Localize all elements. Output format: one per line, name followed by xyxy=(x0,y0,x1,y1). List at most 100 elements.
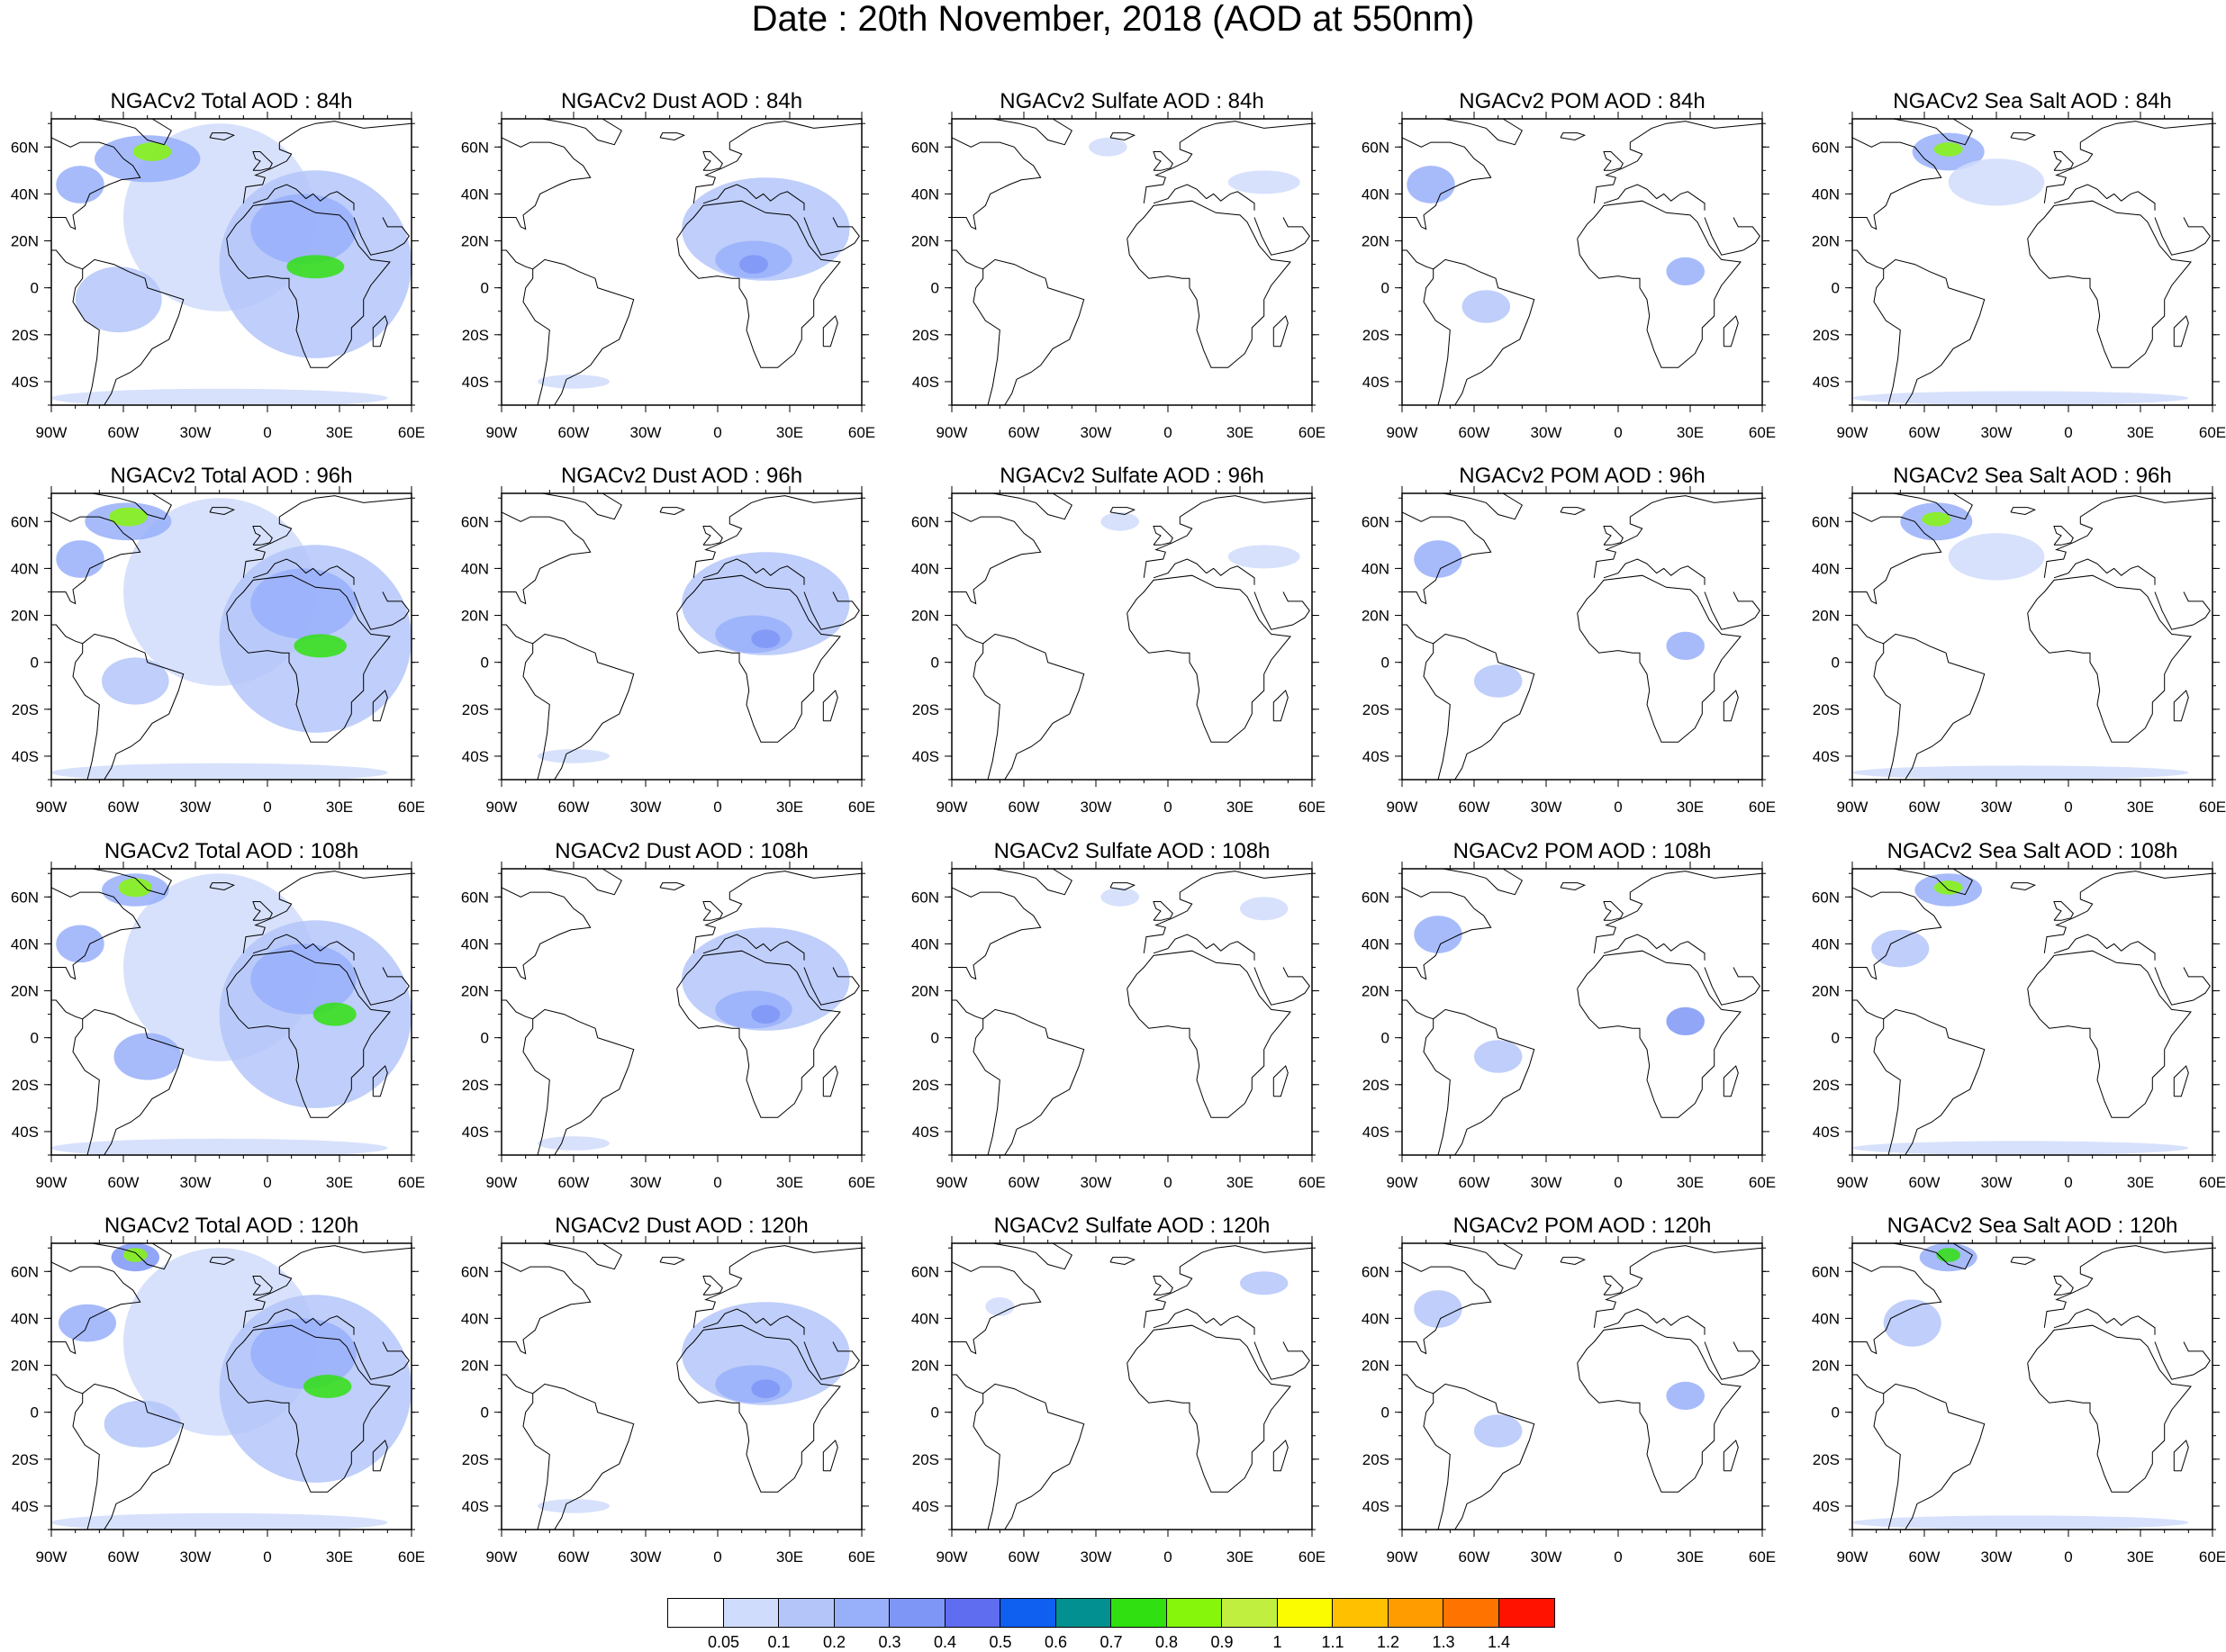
aod-patch xyxy=(1474,1414,1523,1448)
coastline xyxy=(1852,624,1884,645)
coastline xyxy=(209,507,236,516)
lat-tick-label: 40N xyxy=(461,1310,489,1327)
coastline xyxy=(822,1065,838,1097)
map-frame xyxy=(501,868,863,1156)
lat-tick-label: 60N xyxy=(911,1263,939,1280)
aod-field xyxy=(1852,1243,2189,1530)
lon-tick-label: 30E xyxy=(1226,1548,1253,1566)
aod-patch xyxy=(250,943,357,1015)
map-frame xyxy=(50,1242,412,1530)
aod-patch xyxy=(56,540,104,578)
map-frame xyxy=(1401,1242,1763,1530)
lat-tick-label: 0 xyxy=(481,1404,489,1422)
lon-tick-label: 60W xyxy=(1009,1174,1040,1191)
map-panel: NGACv2 Sea Salt AOD : 108h 60N 40N 20N 0 20S 4… xyxy=(1812,839,2226,1191)
lon-tick-label: 30E xyxy=(2127,424,2154,441)
coastline xyxy=(952,511,1042,605)
lon-tick-label: 30W xyxy=(1531,1548,1562,1566)
lat-tick-label: 20N xyxy=(1812,233,1840,250)
lon-tick-label: 0 xyxy=(2064,799,2072,816)
coastline xyxy=(1402,137,1492,230)
coastline xyxy=(1253,1341,1310,1380)
colorbar-swatch xyxy=(945,1599,1000,1627)
coastline xyxy=(353,967,410,1006)
coastlines xyxy=(1852,119,2212,405)
aod-patch xyxy=(1852,765,2189,780)
lon-tick-label: 30E xyxy=(326,1174,353,1191)
map-frame xyxy=(501,1242,863,1530)
colorbar-swatch xyxy=(779,1599,835,1627)
lat-tick-label: 0 xyxy=(1832,280,1840,297)
lat-tick-label: 40S xyxy=(1362,748,1389,765)
map-panel: NGACv2 Sulfate AOD : 96h 60N 40N 20N 0 20S 40S… xyxy=(911,464,1326,816)
coastline xyxy=(1109,507,1136,516)
panel-title: NGACv2 Total AOD : 108h xyxy=(104,839,358,863)
coastline xyxy=(1852,249,1884,270)
coastlines xyxy=(952,119,1312,405)
colorbar-swatch xyxy=(1388,1599,1443,1627)
coastline xyxy=(51,999,83,1020)
coastline xyxy=(1402,999,1434,1020)
coastline xyxy=(209,882,236,891)
coastline xyxy=(72,1008,185,1155)
lon-tick-label: 60E xyxy=(848,1174,875,1191)
coastline xyxy=(1153,151,1173,171)
coastline xyxy=(2154,1341,2211,1380)
lon-tick-label: 0 xyxy=(713,799,721,816)
lon-tick-label: 30W xyxy=(1081,1548,1112,1566)
aod-patch xyxy=(1100,511,1139,531)
lat-tick-label: 20S xyxy=(462,701,489,718)
aod-patch xyxy=(1933,880,1963,895)
coastline xyxy=(1704,217,1760,256)
lat-tick-label: 40N xyxy=(1362,185,1389,203)
coastlines xyxy=(502,493,862,780)
coastline xyxy=(822,1440,838,1472)
coastline xyxy=(1603,151,1624,171)
coastlines xyxy=(51,1243,412,1530)
aod-patch xyxy=(1227,545,1300,569)
lat-tick-label: 60N xyxy=(461,139,489,156)
coastline xyxy=(1603,934,1706,961)
lat-tick-label: 60N xyxy=(11,1263,39,1280)
lon-tick-label: 60E xyxy=(1298,1548,1326,1566)
lat-tick-label: 40N xyxy=(11,1310,39,1327)
coastline xyxy=(1253,591,1310,630)
coastline xyxy=(252,934,355,961)
lat-tick-label: 40S xyxy=(912,374,939,391)
aod-patch xyxy=(985,1297,1015,1316)
lat-tick-label: 0 xyxy=(1832,1404,1840,1422)
coastline xyxy=(692,871,862,953)
lon-tick-label: 0 xyxy=(1163,424,1172,441)
coastline xyxy=(242,871,412,953)
colorbar-swatch xyxy=(1277,1599,1333,1627)
coastline xyxy=(252,526,273,546)
aod-patch xyxy=(739,255,768,274)
coastline xyxy=(1127,1324,1291,1493)
coastline xyxy=(372,1065,388,1097)
panel-title: NGACv2 POM AOD : 108h xyxy=(1453,839,1712,863)
coastline xyxy=(1272,1065,1289,1097)
aod-patch xyxy=(118,878,152,898)
coastline xyxy=(702,901,723,921)
coastline xyxy=(522,1383,635,1530)
lat-tick-label: 0 xyxy=(31,1404,39,1422)
aod-patch xyxy=(51,763,388,780)
aod-field xyxy=(1089,137,1300,194)
aod-patch xyxy=(1227,170,1300,194)
aod-patch xyxy=(1666,1381,1705,1410)
colorbar-swatch xyxy=(1166,1599,1222,1627)
aod-patch xyxy=(538,1136,610,1151)
aod-patch xyxy=(132,142,172,161)
lon-tick-label: 0 xyxy=(1614,799,1622,816)
lat-tick-label: 20S xyxy=(1813,1451,1840,1468)
coastline xyxy=(372,690,388,722)
coastline xyxy=(1402,511,1492,605)
lon-tick-label: 30E xyxy=(776,799,803,816)
lon-tick-label: 90W xyxy=(1387,1174,1418,1191)
coastline xyxy=(502,887,592,980)
coastlines xyxy=(952,869,1312,1155)
lon-tick-label: 90W xyxy=(1837,424,1869,441)
lon-tick-label: 60E xyxy=(1298,1174,1326,1191)
lat-tick-label: 40S xyxy=(1813,1498,1840,1515)
lat-tick-label: 0 xyxy=(481,280,489,297)
